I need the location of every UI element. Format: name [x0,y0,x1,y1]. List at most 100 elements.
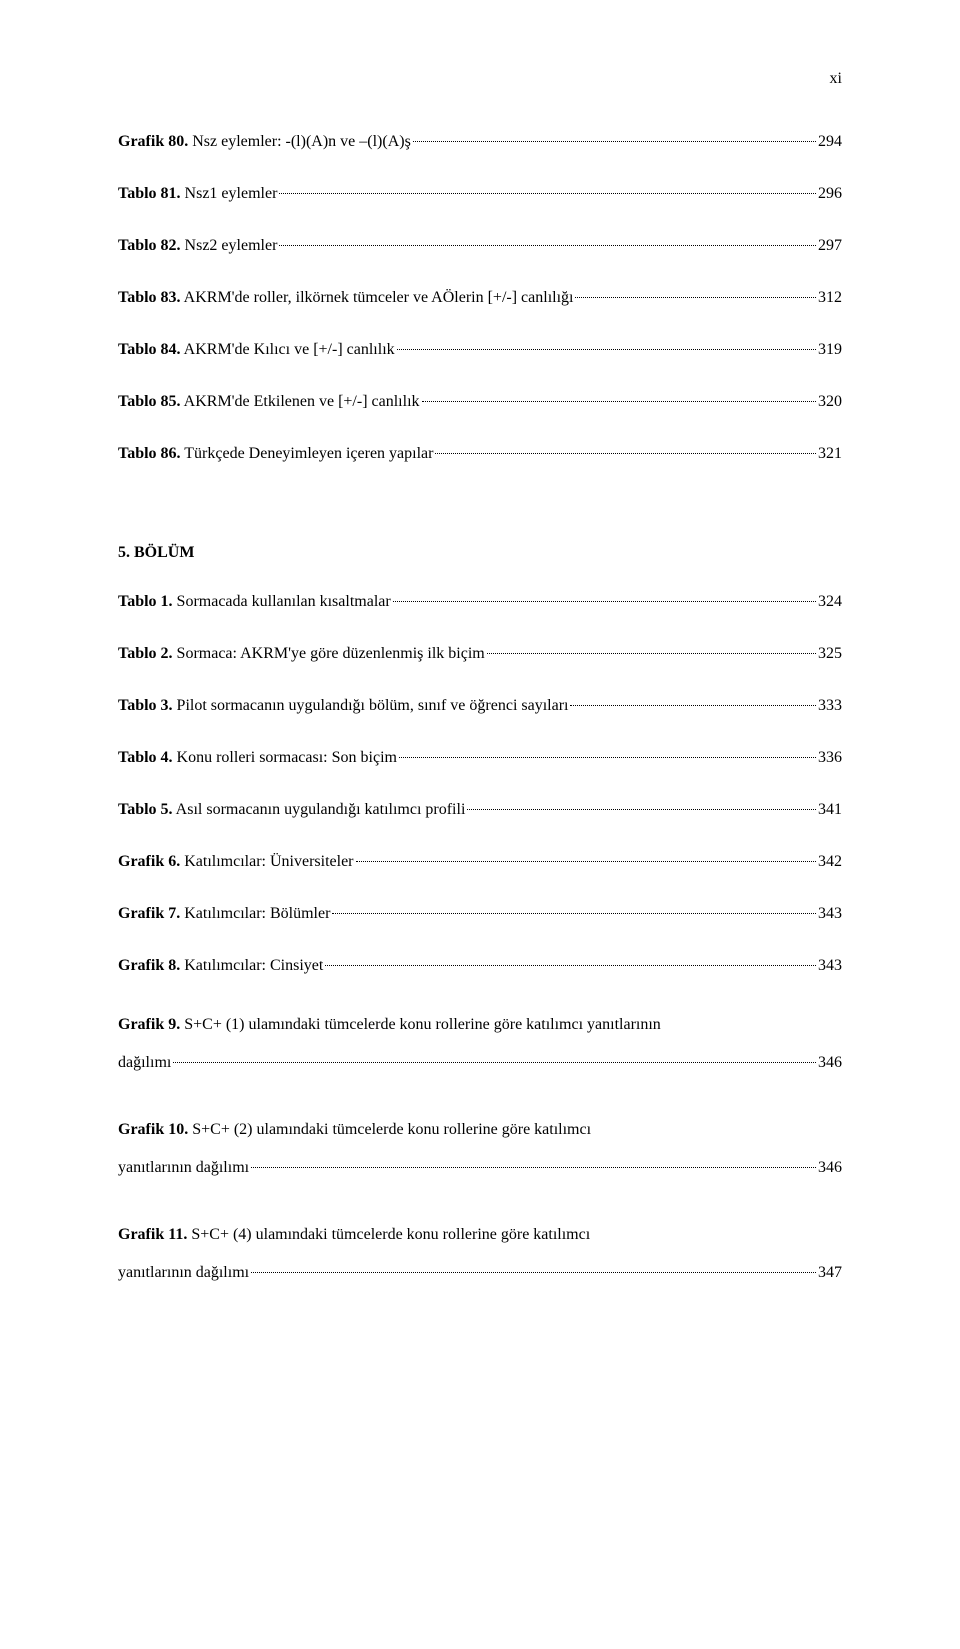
entry-label: Tablo 5. Asıl sormacanın uygulandığı kat… [118,798,465,822]
entry-label-bold: Tablo 1. [118,593,173,610]
leader-dots [251,1272,816,1273]
toc-entry: Grafik 8. Katılımcılar: Cinsiyet 343 [118,954,842,978]
leader-dots [413,141,816,142]
entry-label: Grafik 8. Katılımcılar: Cinsiyet [118,954,323,978]
toc-entries-top: Grafik 80. Nsz eylemler: -(l)(A)n ve –(l… [118,130,842,1292]
entry-label-bold: Grafik 80. [118,133,188,150]
entry-label-bold: Tablo 82. [118,237,181,254]
leader-dots [570,705,816,706]
entry-label-bold: Tablo 86. [118,445,181,462]
entry-page: 346 [818,1149,842,1187]
entry-label-rest: AKRM'de Kılıcı ve [+/-] canlılık [181,341,395,358]
entry-text-first: S+C+ (4) ulamındaki tümcelerde konu roll… [187,1226,590,1243]
entry-label-rest: Asıl sormacanın uygulandığı katılımcı pr… [173,801,466,818]
entry-label: Grafik 7. Katılımcılar: Bölümler [118,902,330,926]
toc-entry: Tablo 1. Sormacada kullanılan kısaltmala… [118,590,842,614]
entry-page: 321 [818,442,842,466]
leader-dots [467,809,816,810]
leader-dots [487,653,816,654]
toc-entry: Tablo 2. Sormaca: AKRM'ye göre düzenlenm… [118,642,842,666]
entry-label-bold: Tablo 83. [118,289,181,306]
entry-label-rest: Sormaca: AKRM'ye göre düzenlenmiş ilk bi… [173,645,485,662]
entry-page: 325 [818,642,842,666]
entry-label: Grafik 6. Katılımcılar: Üniversiteler [118,850,354,874]
toc-entry: Tablo 85. AKRM'de Etkilenen ve [+/-] can… [118,390,842,414]
toc-entry: Tablo 5. Asıl sormacanın uygulandığı kat… [118,798,842,822]
entry-label-bold: Grafik 11. [118,1226,187,1243]
section-gap [118,494,842,544]
entry-label-bold: Grafik 9. [118,1016,180,1033]
entry-page: 319 [818,338,842,362]
entry-page: 336 [818,746,842,770]
entry-page: 297 [818,234,842,258]
toc-entry: Grafik 6. Katılımcılar: Üniversiteler 34… [118,850,842,874]
entry-label-rest: Katılımcılar: Cinsiyet [180,957,323,974]
entry-label-bold: Tablo 84. [118,341,181,358]
section-title: 5. BÖLÜM [118,544,842,562]
toc-entry-multiline: Grafik 10. S+C+ (2) ulamındaki tümcelerd… [118,1111,842,1188]
leader-dots [422,401,816,402]
toc-entry: Tablo 83. AKRM'de roller, ilkörnek tümce… [118,286,842,310]
leader-dots [399,757,816,758]
toc-entry: Tablo 81. Nsz1 eylemler 296 [118,182,842,206]
entry-label-bold: Tablo 81. [118,185,181,202]
entry-label-rest: Konu rolleri sormacası: Son biçim [173,749,397,766]
entry-label-bold: Grafik 6. [118,853,180,870]
entry-label-rest: AKRM'de roller, ilkörnek tümceler ve AÖl… [181,289,574,306]
entry-page: 341 [818,798,842,822]
leader-dots [393,601,816,602]
entry-label-bold: Tablo 85. [118,393,181,410]
entry-page: 312 [818,286,842,310]
entry-text-first: S+C+ (1) ulamındaki tümcelerde konu roll… [180,1016,661,1033]
entry-label-bold: Tablo 4. [118,749,173,766]
leader-dots [279,193,816,194]
leader-dots [332,913,816,914]
entry-label: Grafik 80. Nsz eylemler: -(l)(A)n ve –(l… [118,130,411,154]
entry-label-rest: Pilot sormacanın uygulandığı bölüm, sını… [173,697,569,714]
entry-label: Tablo 3. Pilot sormacanın uygulandığı bö… [118,694,568,718]
leader-dots [279,245,816,246]
entry-page: 342 [818,850,842,874]
leader-dots [325,965,816,966]
entry-label-bold: Grafik 10. [118,1121,188,1138]
entry-label: Tablo 84. AKRM'de Kılıcı ve [+/-] canlıl… [118,338,395,362]
entry-label-rest: Nsz eylemler: -(l)(A)n ve –(l)(A)ş [188,133,411,150]
entry-text-last: dağılımı [118,1044,171,1082]
toc-entry: Tablo 82. Nsz2 eylemler 297 [118,234,842,258]
leader-dots [356,861,817,862]
entry-label-rest: Nsz2 eylemler [181,237,278,254]
entry-page: 333 [818,694,842,718]
entry-label: Tablo 4. Konu rolleri sormacası: Son biç… [118,746,397,770]
page-number: xi [830,70,842,88]
entry-label-rest: Nsz1 eylemler [181,185,278,202]
leader-dots [575,297,816,298]
leader-dots [435,453,816,454]
entry-label: Tablo 86. Türkçede Deneyimleyen içeren y… [118,442,433,466]
entry-label-bold: Tablo 3. [118,697,173,714]
entry-page: 343 [818,902,842,926]
toc-entry-multiline: Grafik 11. S+C+ (4) ulamındaki tümcelerd… [118,1216,842,1293]
entry-label-bold: Grafik 8. [118,957,180,974]
entry-label-bold: Tablo 5. [118,801,173,818]
entry-label-rest: Katılımcılar: Bölümler [180,905,330,922]
toc-entry-multiline: Grafik 9. S+C+ (1) ulamındaki tümcelerde… [118,1006,842,1083]
entry-label-rest: AKRM'de Etkilenen ve [+/-] canlılık [181,393,420,410]
entry-label: Tablo 82. Nsz2 eylemler [118,234,277,258]
entry-text-last: yanıtlarının dağılımı [118,1149,249,1187]
entry-page: 294 [818,130,842,154]
entry-label: Tablo 83. AKRM'de roller, ilkörnek tümce… [118,286,573,310]
entry-text-first: S+C+ (2) ulamındaki tümcelerde konu roll… [188,1121,591,1138]
toc-entry: Tablo 84. AKRM'de Kılıcı ve [+/-] canlıl… [118,338,842,362]
entry-label: Tablo 85. AKRM'de Etkilenen ve [+/-] can… [118,390,420,414]
entry-label-bold: Grafik 7. [118,905,180,922]
entry-label-rest: Türkçede Deneyimleyen içeren yapılar [181,445,434,462]
toc-entry: Grafik 80. Nsz eylemler: -(l)(A)n ve –(l… [118,130,842,154]
entry-label: Tablo 1. Sormacada kullanılan kısaltmala… [118,590,391,614]
leader-dots [397,349,816,350]
leader-dots [251,1167,816,1168]
page-container: xi Grafik 80. Nsz eylemler: -(l)(A)n ve … [0,0,960,1649]
entry-text-last: yanıtlarının dağılımı [118,1254,249,1292]
leader-dots [173,1062,816,1063]
entry-page: 320 [818,390,842,414]
entry-label-rest: Katılımcılar: Üniversiteler [180,853,353,870]
